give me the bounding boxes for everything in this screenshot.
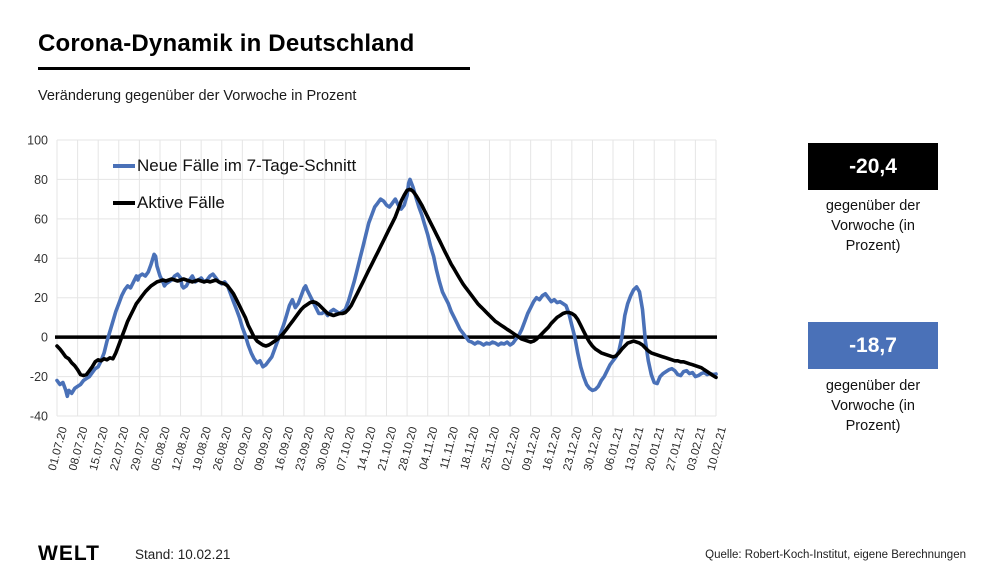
chart-legend: Neue Fälle im 7-Tage-Schnitt Aktive Fäll…: [113, 156, 356, 230]
x-tick-label: 30.09.20: [314, 426, 337, 472]
legend-line-swatch-black: [113, 201, 135, 205]
title-block: Corona-Dynamik in Deutschland: [38, 30, 470, 70]
stat-caption: gegenüber der Vorwoche (in Prozent): [825, 198, 921, 254]
line-chart: 100 80 60 40 20 0 -20 -40 01.07.2008.07.2015.07.…: [27, 134, 729, 473]
x-tick-label: 20.01.21: [644, 426, 667, 472]
y-tick-label: 40: [34, 252, 48, 266]
x-tick-label: 02.12.20: [500, 426, 523, 472]
x-tick-label: 18.11.20: [459, 426, 482, 472]
x-tick-label: 29.07.20: [129, 426, 152, 472]
x-tick-label: 02.09.20: [232, 426, 255, 472]
x-tick-label: 30.12.20: [582, 426, 605, 472]
x-tick-label: 14.10.20: [356, 426, 379, 472]
stat-caption: gegenüber der Vorwoche (in Prozent): [825, 378, 921, 434]
legend-item-aktive-faelle: Aktive Fälle: [113, 193, 356, 213]
y-tick-label: 60: [34, 212, 48, 226]
x-tick-label: 06.01.21: [603, 426, 626, 472]
stat-value: -18,7: [849, 333, 897, 357]
stat-badge-aktive-faelle: -20,4: [808, 143, 938, 190]
x-tick-label: 23.09.20: [294, 426, 317, 472]
x-tick-label: 12.08.20: [170, 426, 193, 472]
x-tick-label: 22.07.20: [109, 426, 132, 472]
legend-item-neue-faelle: Neue Fälle im 7-Tage-Schnitt: [113, 156, 356, 176]
x-tick-label: 01.07.20: [47, 426, 70, 472]
source-credit: Quelle: Robert-Koch-Institut, eigene Ber…: [705, 549, 966, 561]
y-tick-label: -20: [30, 370, 48, 384]
x-tick-label: 15.07.20: [88, 426, 111, 472]
legend-line-swatch-blue: [113, 164, 135, 168]
y-tick-label: 80: [34, 173, 48, 187]
legend-label: Neue Fälle im 7-Tage-Schnitt: [137, 156, 357, 175]
x-tick-label: 16.12.20: [541, 426, 564, 472]
page-subtitle: Veränderung gegenüber der Vorwoche in Pr…: [38, 88, 357, 104]
x-tick-label: 08.07.20: [67, 426, 90, 472]
page-title: Corona-Dynamik in Deutschland: [38, 30, 415, 57]
x-tick-label: 25.11.20: [479, 426, 502, 472]
x-tick-label: 05.08.20: [150, 426, 173, 472]
x-tick-label: 04.11.20: [418, 426, 441, 472]
x-tick-label: 28.10.20: [397, 426, 420, 472]
y-tick-label: 20: [34, 291, 48, 305]
x-tick-label: 26.08.20: [211, 426, 234, 472]
x-tick-label: 10.02.21: [706, 426, 729, 472]
series-line-aktive-faelle: [55, 187, 718, 380]
x-tick-label: 27.01.21: [665, 426, 688, 472]
x-tick-label: 16.09.20: [273, 426, 296, 472]
x-tick-label: 21.10.20: [376, 426, 399, 472]
x-tick-label: 19.08.20: [191, 426, 214, 472]
x-tick-label: 09.09.20: [253, 426, 276, 472]
x-tick-label: 13.01.21: [623, 426, 646, 472]
stat-badge-neue-faelle: -18,7: [808, 322, 938, 369]
y-tick-label: -40: [30, 410, 48, 424]
x-tick-label: 07.10.20: [335, 426, 358, 472]
y-tick-label: 100: [27, 134, 48, 148]
welt-logo: WELT: [38, 542, 100, 565]
stat-value: -20,4: [849, 154, 897, 178]
legend-label: Aktive Fälle: [137, 193, 225, 212]
x-tick-label: 23.12.20: [562, 426, 585, 472]
x-tick-label: 09.12.20: [520, 426, 543, 472]
y-tick-label: 0: [41, 331, 48, 345]
x-tick-label: 03.02.21: [685, 426, 708, 472]
x-tick-label: 11.11.20: [438, 426, 461, 471]
stand-date: Stand: 10.02.21: [135, 547, 231, 562]
